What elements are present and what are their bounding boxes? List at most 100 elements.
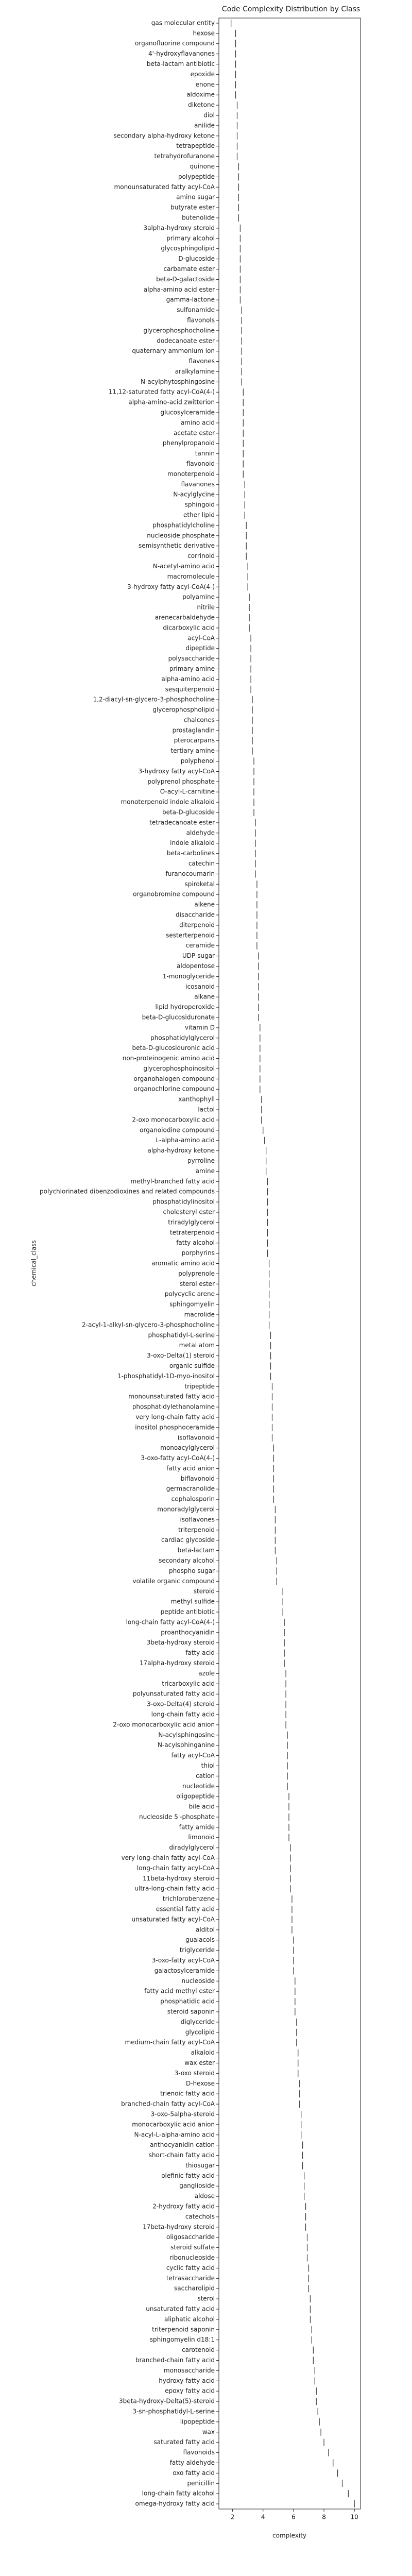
x-axis-label: complexity xyxy=(272,2532,306,2539)
y-tick-label: monounsaturated fatty acid xyxy=(128,1393,215,1400)
y-tick-label: sphingoid xyxy=(185,501,215,509)
y-tick-label: trienoic fatty acid xyxy=(160,2090,215,2097)
y-tick-label: sphingomyelin d18:1 xyxy=(150,2336,215,2343)
y-tick-label: primary alcohol xyxy=(166,234,215,242)
y-tick-label: olefinic fatty acid xyxy=(161,2172,215,2179)
y-tick-label: nucleoside phosphate xyxy=(147,532,215,539)
y-tick-label: secondary alcohol xyxy=(159,1557,215,1564)
y-tick-label: phospho sugar xyxy=(169,1567,215,1574)
y-tick-label: flavonols xyxy=(187,316,215,324)
y-tick-label: aliphatic alcohol xyxy=(164,2315,215,2323)
y-tick-label: polysaccharide xyxy=(168,655,215,662)
y-tick-label: pyrroline xyxy=(187,1157,215,1164)
y-tick-label: aldoxime xyxy=(186,91,215,98)
y-tick-label: N-acylsphinganine xyxy=(158,1741,215,1749)
y-tick-label: 3beta-hydroxy-Delta(5)-steroid xyxy=(119,2398,215,2405)
y-tick-label: polyprenol phosphate xyxy=(147,778,215,785)
y-tick-label: 11beta-hydroxy steroid xyxy=(143,1875,215,1882)
y-tick-label: nitrile xyxy=(197,604,215,611)
y-tick-label: N-acylphytosphingosine xyxy=(141,378,215,385)
y-tick-label: beta-D-glucosiduronate xyxy=(142,1013,215,1021)
y-tick-label: 2-acyl-1-alkyl-sn-glycero-3-phosphocholi… xyxy=(82,1321,215,1328)
y-tick-label: beta-D-glucosiduronic acid xyxy=(132,1044,215,1052)
y-tick-label: primary amine xyxy=(169,665,215,672)
y-tick-label: lipopeptide xyxy=(180,2418,215,2425)
y-tick-label: alkaloid xyxy=(191,2049,215,2056)
y-tick-label: 3-oxo steroid xyxy=(175,2070,215,2077)
y-tick-label: 3alpha-hydroxy steroid xyxy=(143,224,215,231)
y-tick-label: galactosylceramide xyxy=(154,1967,215,1974)
y-tick-label: epoxide xyxy=(191,71,215,78)
y-tick-label: chalcones xyxy=(184,716,215,723)
y-tick-label: organic sulfide xyxy=(169,1362,215,1369)
y-tick-label: sterol ester xyxy=(180,1280,215,1287)
y-tick-label: 3-oxo-fatty acyl-CoA xyxy=(152,1957,215,1964)
y-tick-label: fatty acid methyl ester xyxy=(144,1988,215,1995)
y-tick-label: oligopeptide xyxy=(176,1793,215,1800)
y-tick-label: 17beta-hydroxy steroid xyxy=(143,2223,215,2230)
y-tick-label: aromatic amino acid xyxy=(151,1260,215,1267)
y-tick-label: N-acetyl-amino acid xyxy=(153,563,215,570)
y-tick-label: sphingomyelin xyxy=(169,1301,215,1308)
y-tick-label: polypeptide xyxy=(178,173,215,180)
y-tick-label: enone xyxy=(196,81,215,88)
y-tick-label: long-chain fatty acyl-CoA xyxy=(137,1865,215,1872)
x-tick-label: 8 xyxy=(322,2514,326,2521)
y-tick-label: 3-oxo-Delta(1) steroid xyxy=(147,1352,215,1359)
y-tick-label: fatty aldehyde xyxy=(170,2459,215,2466)
y-tick-label: flavonoid xyxy=(186,460,215,467)
y-tick-label: limonoid xyxy=(188,1834,215,1841)
y-tick-label: N-acylglycine xyxy=(173,491,215,498)
y-tick-label: N-acyl-L-alpha-amino acid xyxy=(134,2131,215,2138)
y-tick-label: glycolipid xyxy=(185,2028,215,2036)
y-tick-label: ultra-long-chain fatty acid xyxy=(134,1885,215,1892)
y-tick-label: dodecanoate ester xyxy=(157,337,215,344)
y-tick-label: triglyceride xyxy=(180,1946,215,1954)
y-tick-label: beta-D-galactoside xyxy=(156,276,215,283)
y-tick-label: spiroketal xyxy=(184,880,215,888)
y-tick-label: wax xyxy=(202,2428,215,2435)
y-tick-label: cyclic fatty acid xyxy=(166,2264,215,2272)
y-tick-label: 3beta-hydroxy steroid xyxy=(147,1639,215,1646)
y-tick-label: pterocarpans xyxy=(174,737,215,744)
y-tick-label: sesquiterpenoid xyxy=(165,686,215,693)
y-tick-label: fatty amide xyxy=(179,1823,215,1831)
y-tick-label: beta-lactam antibiotic xyxy=(147,60,215,67)
y-tick-label: tricarboxylic acid xyxy=(162,1680,215,1687)
y-tick-label: organofluorine compound xyxy=(135,40,215,47)
y-tick-label: macrolide xyxy=(184,1311,215,1318)
y-tick-label: L-alpha-amino acid xyxy=(156,1137,215,1144)
y-tick-label: phenylpropanoid xyxy=(163,439,215,447)
y-tick-label: disaccharide xyxy=(176,911,215,918)
y-tick-label: essential fatty acid xyxy=(156,1906,215,1913)
y-tick-label: catechols xyxy=(185,2213,215,2220)
y-tick-label: monoterpenoid indole alkaloid xyxy=(121,799,215,806)
y-tick-label: peptide antibiotic xyxy=(161,1608,215,1616)
y-tick-label: 3-sn-phosphatidyl-L-serine xyxy=(132,2408,215,2415)
y-tick-label: very long-chain fatty acyl-CoA xyxy=(122,1854,215,1861)
y-tick-label: aldose xyxy=(195,2193,215,2200)
y-tick-label: monounsaturated fatty acyl-CoA xyxy=(114,183,215,191)
y-tick-label: alkane xyxy=(194,993,215,1001)
y-tick-label: polyprenole xyxy=(178,1270,215,1277)
y-tick-label: 11,12-saturated fatty acyl-CoA(4-) xyxy=(109,388,215,396)
y-tick-label: monoacylglycerol xyxy=(160,1444,215,1451)
y-tick-label: steroid saponin xyxy=(167,2008,215,2015)
y-tick-label: cation xyxy=(196,1772,215,1780)
plot-frame xyxy=(218,18,361,2510)
y-tick-label: branched-chain fatty acid xyxy=(135,2357,215,2364)
y-tick-label: 1,2-diacyl-sn-glycero-3-phosphocholine xyxy=(93,696,215,703)
y-tick-label: 3-hydroxy fatty acyl-CoA(4-) xyxy=(127,583,215,590)
y-tick-label: inositol phosphoceramide xyxy=(135,1423,215,1431)
y-tick-label: 3-oxo-fatty acyl-CoA(4-) xyxy=(141,1454,215,1462)
y-tick-label: phosphatidic acid xyxy=(160,1998,215,2005)
y-tick-label: diol xyxy=(203,112,215,119)
y-tick-label: fatty acid xyxy=(185,1649,215,1656)
y-tick-label: monosaccharide xyxy=(164,2367,215,2374)
y-tick-label: fatty acyl-CoA xyxy=(171,1752,215,1759)
y-tick-label: isoflavones xyxy=(180,1516,215,1523)
y-tick-label: cardiac glycoside xyxy=(161,1536,215,1544)
y-tick-label: 2-hydroxy fatty acid xyxy=(152,2203,215,2210)
y-tick-label: monoterpenoid xyxy=(167,470,215,478)
y-tick-label: D-hexose xyxy=(186,2080,215,2087)
